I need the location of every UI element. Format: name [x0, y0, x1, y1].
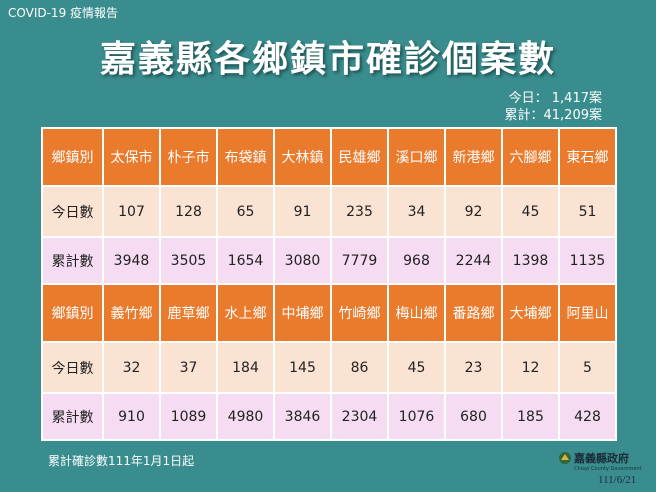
- data-cell: 86: [330, 341, 389, 394]
- header-cell: 番路鄉: [444, 283, 503, 343]
- header-cell: 朴子市: [159, 127, 218, 187]
- report-label: COVID-19 疫情報告: [8, 6, 119, 20]
- data-cell: 1135: [558, 236, 617, 285]
- data-cell: 3846: [273, 392, 332, 441]
- data-cell: 91: [273, 185, 332, 238]
- logo: 嘉義縣政府 Chiayi County Government: [558, 450, 648, 472]
- row-label: 累計數: [41, 392, 104, 441]
- row-label: 今日數: [41, 341, 104, 394]
- summary-today: 今日： 1,417案: [508, 91, 602, 106]
- data-cell: 12: [501, 341, 560, 394]
- data-row: 今日數 32 37 184 145 86 45 23 12 5: [41, 341, 617, 394]
- data-cell: 185: [501, 392, 560, 441]
- row-label: 今日數: [41, 185, 104, 238]
- data-cell: 2244: [444, 236, 503, 285]
- data-cell: 7779: [330, 236, 389, 285]
- data-cell: 184: [216, 341, 275, 394]
- header-cell: 大林鎮: [273, 127, 332, 187]
- logo-english: Chiayi County Government: [574, 466, 642, 472]
- header-cell: 竹崎鄉: [330, 283, 389, 343]
- data-row: 累計數 910 1089 4980 3846 2304 1076 680 185 428: [41, 392, 617, 441]
- logo-name: 嘉義縣政府: [574, 452, 629, 465]
- data-cell: 128: [159, 185, 218, 238]
- data-cell: 1076: [387, 392, 446, 441]
- header-row: 鄉鎮別 太保市 朴子市 布袋鎮 大林鎮 民雄鄉 溪口鄉 新港鄉 六腳鄉 東石鄉: [41, 127, 617, 187]
- header-cell: 大埔鄉: [501, 283, 560, 343]
- header-cell: 太保市: [102, 127, 161, 187]
- data-cell: 145: [273, 341, 332, 394]
- header-cell: 溪口鄉: [387, 127, 446, 187]
- data-cell: 92: [444, 185, 503, 238]
- data-cell: 2304: [330, 392, 389, 441]
- logo-icon: [559, 452, 571, 464]
- data-cell: 968: [387, 236, 446, 285]
- data-cell: 34: [387, 185, 446, 238]
- data-cell: 3080: [273, 236, 332, 285]
- data-cell: 235: [330, 185, 389, 238]
- summary-total: 累計：41,209案: [504, 108, 603, 123]
- data-cell: 23: [444, 341, 503, 394]
- data-cell: 5: [558, 341, 617, 394]
- header-cell: 水上鄉: [216, 283, 275, 343]
- data-cell: 1654: [216, 236, 275, 285]
- title: 嘉義縣各鄉鎮市確診個案數: [99, 39, 556, 80]
- footnote: 累計確診數111年1月1日起: [48, 454, 195, 468]
- data-cell: 45: [501, 185, 560, 238]
- header-cell: 布袋鎮: [216, 127, 275, 187]
- header-cell: 鹿草鄉: [159, 283, 218, 343]
- data-cell: 1398: [501, 236, 560, 285]
- data-cell: 428: [558, 392, 617, 441]
- header-cell: 中埔鄉: [273, 283, 332, 343]
- header-cell: 梅山鄉: [387, 283, 446, 343]
- data-cell: 65: [216, 185, 275, 238]
- data-row: 今日數 107 128 65 91 235 34 92 45 51: [41, 185, 617, 238]
- data-cell: 910: [102, 392, 161, 441]
- header-row: 鄉鎮別 義竹鄉 鹿草鄉 水上鄉 中埔鄉 竹崎鄉 梅山鄉 番路鄉 大埔鄉 阿里山: [41, 283, 617, 343]
- header-cell: 義竹鄉: [102, 283, 161, 343]
- row-label: 累計數: [41, 236, 104, 285]
- data-cell: 3948: [102, 236, 161, 285]
- header-cell: 六腳鄉: [501, 127, 560, 187]
- header-cell: 鄉鎮別: [41, 283, 104, 343]
- data-cell: 4980: [216, 392, 275, 441]
- summary: 今日： 1,417案 累計：41,209案: [505, 90, 603, 124]
- data-cell: 51: [558, 185, 617, 238]
- data-cell: 37: [159, 341, 218, 394]
- header-cell: 東石鄉: [558, 127, 617, 187]
- data-cell: 3505: [159, 236, 218, 285]
- data-cell: 45: [387, 341, 446, 394]
- data-cell: 107: [102, 185, 161, 238]
- data-cell: 1089: [159, 392, 218, 441]
- data-row: 累計數 3948 3505 1654 3080 7779 968 2244 1398 1135: [41, 236, 617, 285]
- data-cell: 32: [102, 341, 161, 394]
- header-cell: 民雄鄉: [330, 127, 389, 187]
- header-cell: 鄉鎮別: [41, 127, 104, 187]
- case-table: 鄉鎮別 太保市 朴子市 布袋鎮 大林鎮 民雄鄉 溪口鄉 新港鄉 六腳鄉 東石鄉 今日數 107 128 6…: [41, 127, 617, 441]
- header-cell: 阿里山: [558, 283, 617, 343]
- header-cell: 新港鄉: [444, 127, 503, 187]
- data-cell: 680: [444, 392, 503, 441]
- date: 111/6/21: [598, 474, 637, 486]
